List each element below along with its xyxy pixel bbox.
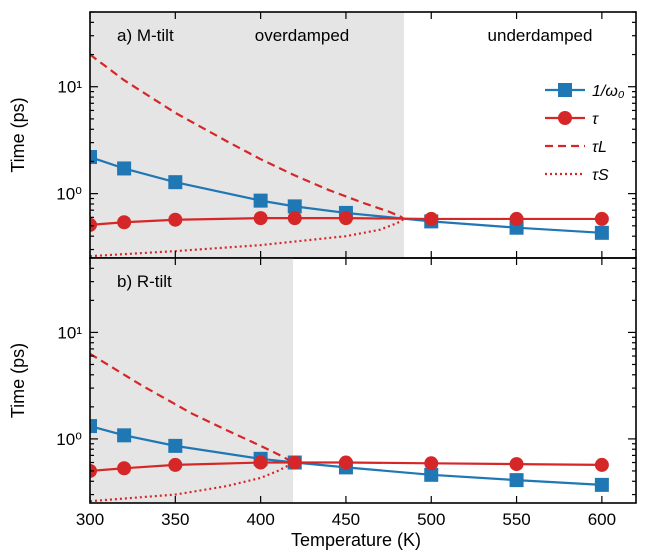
- x-tick-label: 500: [417, 510, 445, 529]
- panel-label: a) M-tilt: [117, 26, 174, 45]
- panel-a: 10⁰ 10¹ Time (ps) a) M-tilt overdamped underd…: [8, 11, 637, 259]
- data-point-tau: [253, 211, 268, 226]
- data-point-inv_omega0: [90, 419, 97, 434]
- y-tick-label: 10⁰: [56, 430, 82, 449]
- data-point-inv_omega0: [594, 477, 609, 492]
- series-line-tauL: [90, 352, 294, 464]
- legend-marker-tau: [558, 111, 572, 125]
- data-point-tau: [424, 456, 439, 471]
- panel-b: 10⁰ 10¹ Time (ps) b) R-tilt: [8, 257, 637, 504]
- x-tick-label: 350: [161, 510, 189, 529]
- data-point-tau: [90, 217, 97, 232]
- legend-label-tauS: τS: [592, 167, 609, 184]
- x-tick-label: 550: [502, 510, 530, 529]
- data-point-inv_omega0: [168, 175, 183, 190]
- data-point-inv_omega0: [594, 225, 609, 240]
- x-tick-label: 300: [76, 510, 104, 529]
- series-line-tauS: [90, 461, 294, 503]
- x-tick-label: 400: [246, 510, 274, 529]
- data-point-tau: [338, 455, 353, 470]
- data-point-inv_omega0: [117, 428, 132, 443]
- panel-label: b) R-tilt: [117, 272, 172, 291]
- data-point-tau: [509, 457, 524, 472]
- y-axis-title: Time (ps): [8, 343, 28, 418]
- data-point-inv_omega0: [168, 438, 183, 453]
- underdamped-label: underdamped: [488, 26, 593, 45]
- data-point-tau: [287, 211, 302, 226]
- legend-label-tau: τ: [592, 111, 599, 128]
- data-point-tau: [338, 211, 353, 226]
- legend-label-tauL: τL: [592, 139, 607, 156]
- x-axis-title: Temperature (K): [291, 530, 421, 550]
- axes-frame: [89, 257, 637, 504]
- data-point-inv_omega0: [509, 473, 524, 488]
- overdamped-label: overdamped: [255, 26, 350, 45]
- data-point-tau: [168, 457, 183, 472]
- data-point-tau: [287, 455, 302, 470]
- series-line-tauL: [90, 53, 405, 220]
- y-axis-title: Time (ps): [8, 97, 28, 172]
- y-tick-label: 10¹: [57, 78, 82, 97]
- data-point-tau: [594, 211, 609, 226]
- data-point-tau: [117, 461, 132, 476]
- y-tick-label: 10⁰: [56, 185, 82, 204]
- data-point-inv_omega0: [90, 150, 97, 165]
- data-point-tau: [168, 212, 183, 227]
- data-point-inv_omega0: [253, 193, 268, 208]
- legend-label-inv_omega0: 1/ω₀: [592, 83, 625, 100]
- data-point-tau: [253, 455, 268, 470]
- y-tick-label: 10¹: [57, 323, 82, 342]
- x-tick-label: 450: [332, 510, 360, 529]
- data-point-tau: [117, 215, 132, 230]
- x-tick-label: 600: [588, 510, 616, 529]
- plot-area: [90, 352, 609, 503]
- data-point-inv_omega0: [424, 467, 439, 482]
- data-point-tau: [509, 211, 524, 226]
- legend-marker-inv_omega0: [558, 83, 572, 97]
- x-axis: 300 350 400 450 500 550 600: [76, 510, 616, 529]
- data-point-tau: [594, 457, 609, 472]
- data-point-inv_omega0: [287, 199, 302, 214]
- data-point-tau: [424, 211, 439, 226]
- legend: 1/ω₀ τ τL τS: [545, 83, 625, 184]
- data-point-inv_omega0: [117, 161, 132, 176]
